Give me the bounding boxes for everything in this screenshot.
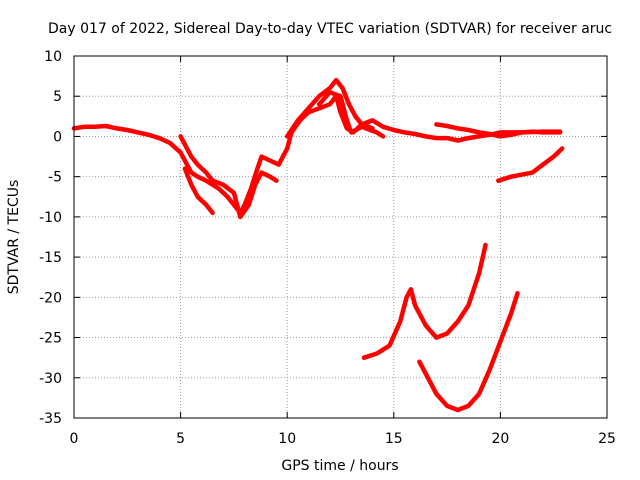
y-tick-label: 10	[44, 49, 62, 65]
y-tick-label: -20	[39, 290, 62, 306]
chart-title: Day 017 of 2022, Sidereal Day-to-day VTE…	[48, 21, 612, 37]
x-tick-label: 10	[278, 431, 296, 447]
plot-frame	[73, 55, 608, 419]
series-line-arc-8	[361, 242, 488, 360]
y-tick-label: -25	[39, 331, 62, 347]
y-tick-label: 0	[53, 129, 62, 145]
series-line-arc-4	[284, 77, 375, 139]
y-tick-label: -15	[39, 250, 62, 266]
y-tick-label: -10	[39, 210, 62, 226]
x-tick-label: 15	[385, 431, 403, 447]
x-tick-label: 25	[598, 431, 616, 447]
series-line-arc-1	[71, 93, 563, 216]
y-axis-title: SDTVAR / TECUs	[6, 180, 22, 295]
x-tick-label: 5	[176, 431, 185, 447]
series-layer	[71, 77, 565, 413]
y-tick-label: -5	[48, 170, 62, 186]
series-line-arc-3	[182, 166, 215, 216]
series-line-arc-7	[496, 146, 565, 183]
series-line-arc-6	[434, 122, 563, 139]
series-line-arc-5	[316, 89, 386, 139]
series-line-arc-9	[417, 291, 520, 413]
y-tick-label: -30	[39, 371, 62, 387]
y-tick-label: 5	[53, 89, 62, 105]
series-line-arc-2	[178, 134, 279, 220]
ticks: 0 5 10 15 20 25 10 5 0 -5 -10 -15 -20 -25 -30 -35	[39, 49, 616, 447]
x-axis-title: GPS time / hours	[281, 458, 398, 474]
y-tick-label: -35	[39, 411, 62, 427]
x-tick-label: 20	[491, 431, 509, 447]
x-tick-label: 0	[70, 431, 79, 447]
